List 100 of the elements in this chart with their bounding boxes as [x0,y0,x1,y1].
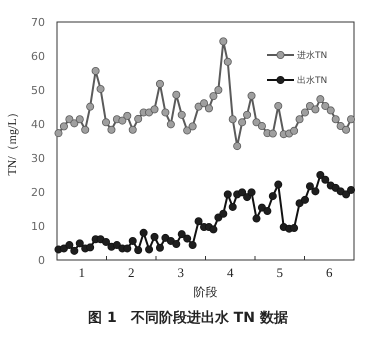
point [274,102,282,110]
point [178,110,186,119]
point [188,122,197,130]
point [342,126,350,134]
point [92,66,100,75]
point [54,129,62,138]
point [332,115,340,124]
point [300,196,309,204]
point [290,126,298,135]
point [86,102,94,111]
point [145,245,154,254]
point [134,246,142,254]
point [70,246,78,255]
point [178,230,186,238]
y-tick-label: 20 [31,186,45,199]
point [224,58,232,66]
y-tick-label: 10 [31,220,45,233]
point [102,238,110,246]
point [316,171,324,179]
x-tick-label: 4 [227,265,234,280]
point [290,224,298,232]
point [102,118,110,126]
point [306,102,314,110]
point [248,92,256,100]
point [347,186,356,194]
point [81,126,90,134]
point [96,84,105,93]
x-tick-label: 6 [326,265,333,280]
point [183,126,192,134]
point [224,190,232,198]
point [123,244,132,252]
point [156,80,164,88]
point [336,122,345,130]
point [209,92,218,100]
legend-label: 出水TN [297,75,328,86]
point [300,108,309,116]
y-tick-label: 70 [31,16,45,29]
point [268,130,277,138]
point [228,202,237,211]
point [274,180,282,189]
point [263,207,272,216]
point [123,112,132,120]
point [252,118,260,126]
point [347,115,356,124]
point [321,102,330,110]
point [172,240,180,248]
point [194,217,203,226]
point [60,122,68,130]
point [238,118,246,126]
point [128,126,137,134]
point [134,114,142,123]
point [228,115,237,124]
point [161,108,170,116]
point [243,193,252,202]
point [128,236,137,245]
point [342,190,350,198]
point [252,214,260,223]
point [200,99,208,108]
y-tick-label: 30 [31,152,45,165]
point [326,106,335,114]
point [219,210,228,218]
x-axis-title: 阶段 [194,285,218,299]
x-tick-label: 1 [78,265,85,280]
point [209,225,218,234]
y-tick-label: 50 [31,84,45,97]
point [65,241,74,250]
point [140,228,148,237]
point [311,105,320,114]
point [70,119,78,128]
point [204,104,213,112]
point [172,90,180,99]
x-tick-label: 3 [178,265,184,280]
point [183,234,192,243]
y-tick-label: 40 [31,118,45,131]
point [76,115,84,124]
text: 图 1 不同阶段进出水 TN 数据 [88,310,288,326]
point [60,244,68,252]
point [306,182,314,190]
point [268,192,277,200]
point [243,110,252,119]
point [214,86,222,94]
point [107,126,116,134]
point [156,244,164,252]
x-tick-label: 5 [276,265,283,280]
x-tick-label: 2 [128,265,134,280]
point [166,120,175,128]
point [311,187,320,196]
point [258,122,266,130]
point [321,176,330,184]
point [86,243,94,252]
point [296,115,304,124]
point [150,232,159,241]
y-axis-title: TN/（mg/L） [5,106,19,176]
point [112,241,121,250]
point [219,37,228,46]
y-tick-label: 0 [38,254,45,267]
point [316,95,324,104]
point [248,188,256,196]
y-tick-label: 60 [31,50,45,63]
point [118,116,126,125]
